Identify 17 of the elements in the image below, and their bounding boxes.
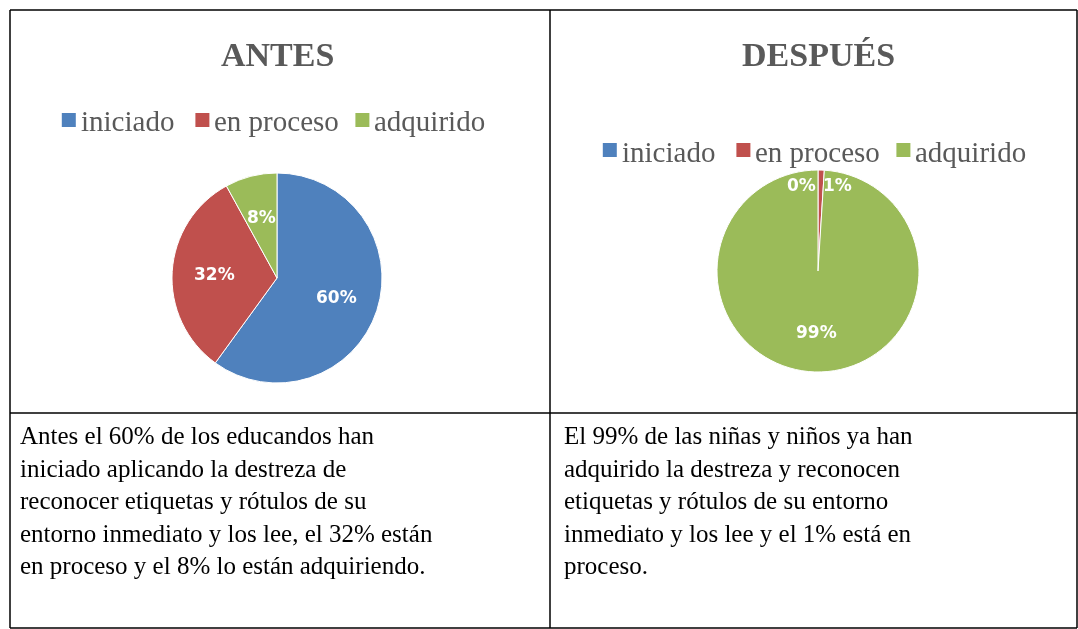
data-label: 8% [247, 207, 276, 227]
chart-title: DESPUÉS [742, 36, 896, 73]
data-label: 32% [194, 264, 235, 284]
legend-label: iniciado [622, 136, 716, 168]
legend-label: iniciado [81, 105, 175, 137]
pie-slice [716, 169, 920, 373]
text: 0% [787, 175, 816, 195]
chart-title: ANTES [221, 36, 335, 73]
legend-label: en proceso [214, 105, 339, 137]
text: El 99% de las niñas y niños ya han adquirido la destreza y reconocen etiquetas y rótulos de su entorno inmediato y los lee y el 1% está en proceso. [564, 422, 914, 579]
data-label: 99% [796, 322, 837, 342]
legend-label: en proceso [755, 136, 880, 168]
text: Antes el 60% de los educandos han iniciado aplicando la destreza de reconocer etiquetas y rótulos de su entorno inmediato y los lee, el 32% están en proceso y el 8% lo están adquiriendo. [20, 422, 433, 579]
legend-label: adquirido [374, 105, 486, 137]
data-label: 1% [823, 175, 852, 195]
data-label: 60% [316, 287, 357, 307]
legend-label: adquirido [915, 136, 1027, 168]
